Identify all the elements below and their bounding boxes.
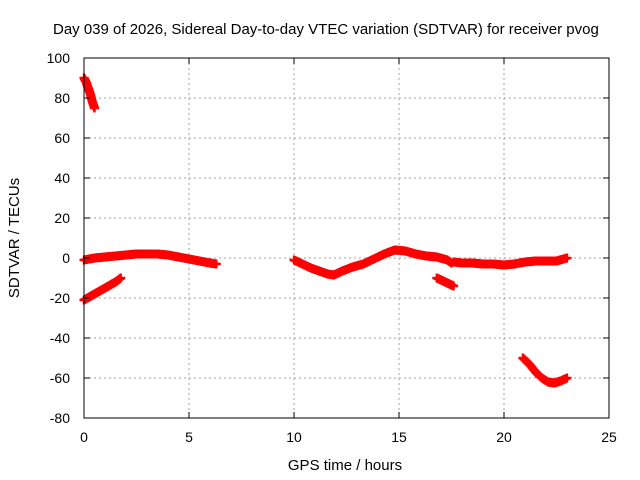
grid-lines bbox=[84, 58, 609, 418]
data-point-marker bbox=[562, 373, 572, 383]
axis-ticks: 0 5 10 15 20 25 -80 -60 -40 -20 0 20 40 60 80 100 bbox=[47, 50, 617, 445]
y-tick-label: 0 bbox=[62, 250, 70, 266]
y-tick-label: 60 bbox=[54, 130, 70, 146]
x-tick-label: 15 bbox=[391, 429, 407, 445]
series-arc-7 bbox=[518, 353, 572, 388]
y-tick-label: -60 bbox=[50, 370, 70, 386]
y-tick-label: 20 bbox=[54, 210, 70, 226]
series-arc-6 bbox=[449, 253, 572, 270]
series-arc-2 bbox=[79, 273, 126, 305]
data-points bbox=[79, 73, 572, 388]
y-tick-label: 80 bbox=[54, 90, 70, 106]
series-arc-3 bbox=[79, 249, 221, 269]
series-arc-4 bbox=[289, 245, 456, 280]
y-tick-label: -40 bbox=[50, 330, 70, 346]
x-axis-label: GPS time / hours bbox=[288, 457, 402, 474]
data-point-marker bbox=[116, 273, 126, 283]
chart-title: Day 039 of 2026, Sidereal Day-to-day VTE… bbox=[53, 21, 599, 38]
x-tick-label: 5 bbox=[185, 429, 193, 445]
data-point-marker bbox=[90, 103, 99, 113]
y-tick-label: 100 bbox=[47, 50, 71, 66]
series-arc-5 bbox=[432, 273, 459, 291]
x-tick-label: 25 bbox=[601, 429, 617, 445]
data-point-marker bbox=[211, 259, 221, 269]
plot-frame bbox=[83, 57, 610, 419]
y-tick-label: -20 bbox=[50, 290, 70, 306]
x-tick-label: 20 bbox=[496, 429, 512, 445]
data-point-marker bbox=[562, 253, 572, 263]
data-point-marker bbox=[449, 281, 459, 291]
x-tick-label: 0 bbox=[80, 429, 88, 445]
x-tick-label: 10 bbox=[286, 429, 302, 445]
y-tick-label: 40 bbox=[54, 170, 70, 186]
y-tick-label: -80 bbox=[50, 410, 70, 426]
y-axis-label: SDTVAR / TECUs bbox=[6, 178, 23, 298]
